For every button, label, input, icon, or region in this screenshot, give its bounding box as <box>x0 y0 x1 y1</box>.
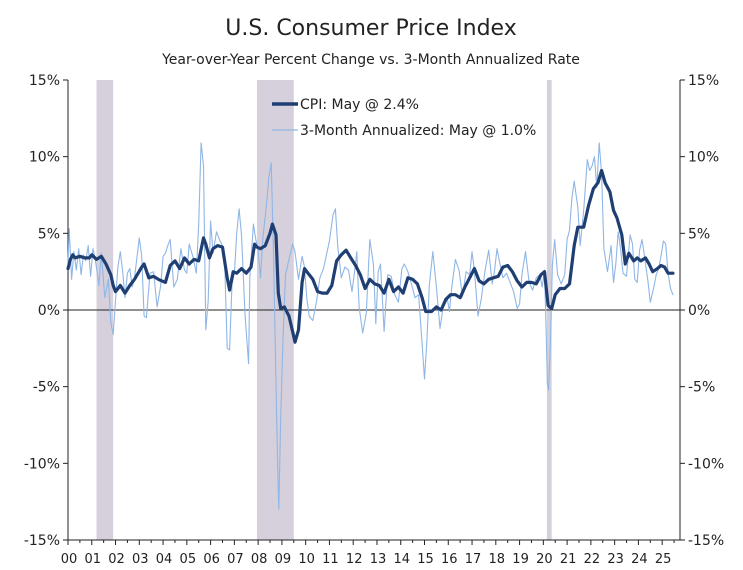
y-tick-label-right: -10% <box>688 456 724 472</box>
x-tick-label: 05 <box>180 552 197 567</box>
x-tick-label: 09 <box>275 552 292 567</box>
y-tick-label-right: 5% <box>688 226 710 242</box>
y-tick-label-left: 10% <box>29 150 60 166</box>
legend-label-annualized: 3-Month Annualized: May @ 1.0% <box>300 123 536 139</box>
x-tick-label: 25 <box>655 552 672 567</box>
three-month-annualized-line <box>67 142 674 510</box>
x-tick-label: 11 <box>322 552 339 567</box>
x-tick-label: 10 <box>298 552 315 567</box>
legend: CPI: May @ 2.4% 3-Month Annualized: May … <box>272 97 536 139</box>
y-tick-label-left: 0% <box>38 303 60 319</box>
x-tick-label: 17 <box>465 552 482 567</box>
y-tick-label-right: 0% <box>688 303 710 319</box>
plot-frame <box>67 80 681 541</box>
x-tick-label: 22 <box>584 552 601 567</box>
x-tick-label: 02 <box>108 552 125 567</box>
x-tick-label: 24 <box>631 552 648 567</box>
y-tick-label-right: 10% <box>688 150 719 166</box>
chart-title-group: U.S. Consumer Price Index Year-over-Year… <box>161 16 580 68</box>
y-tick-label-left: 15% <box>29 73 60 89</box>
x-tick-label: 18 <box>489 552 506 567</box>
x-tick-label: 21 <box>560 552 577 567</box>
x-tick-label: 13 <box>370 552 387 567</box>
series-lines <box>66 142 675 510</box>
y-tick-label-left: -5% <box>33 380 60 396</box>
y-tick-label-right: -15% <box>688 533 724 549</box>
x-tick-label: 14 <box>393 552 410 567</box>
x-tick-label: 15 <box>417 552 434 567</box>
x-tick-label: 23 <box>607 552 624 567</box>
y-tick-label-right: 15% <box>688 73 719 89</box>
y-tick-label-right: -5% <box>688 380 715 396</box>
x-tick-label: 06 <box>203 552 220 567</box>
x-tick-label: 19 <box>512 552 529 567</box>
y-axis-left: 15% 10% 5% 0% -5% -10% -15% <box>24 73 68 549</box>
cpi-yoy-line <box>66 168 675 344</box>
x-tick-label: 12 <box>346 552 363 567</box>
y-axis-right: 15% 10% 5% 0% -5% -10% -15% <box>680 73 724 549</box>
chart-title: U.S. Consumer Price Index <box>225 16 516 41</box>
x-tick-label: 04 <box>156 552 173 567</box>
y-tick-label-left: -15% <box>24 533 60 549</box>
x-tick-label: 07 <box>227 552 244 567</box>
x-tick-label: 08 <box>251 552 268 567</box>
y-tick-label-left: -10% <box>24 456 60 472</box>
x-tick-label: 00 <box>61 552 78 567</box>
x-tick-label: 03 <box>132 552 149 567</box>
x-tick-label: 16 <box>441 552 458 567</box>
x-axis: 00 01 02 03 04 05 06 07 08 09 10 11 12 13 14 15 16 17 18 19… <box>61 540 675 567</box>
chart-subtitle: Year-over-Year Percent Change vs. 3-Mont… <box>161 52 580 68</box>
x-tick-label: 01 <box>84 552 101 567</box>
legend-label-cpi: CPI: May @ 2.4% <box>300 97 419 113</box>
y-tick-label-left: 5% <box>38 226 60 242</box>
x-tick-label: 20 <box>536 552 553 567</box>
